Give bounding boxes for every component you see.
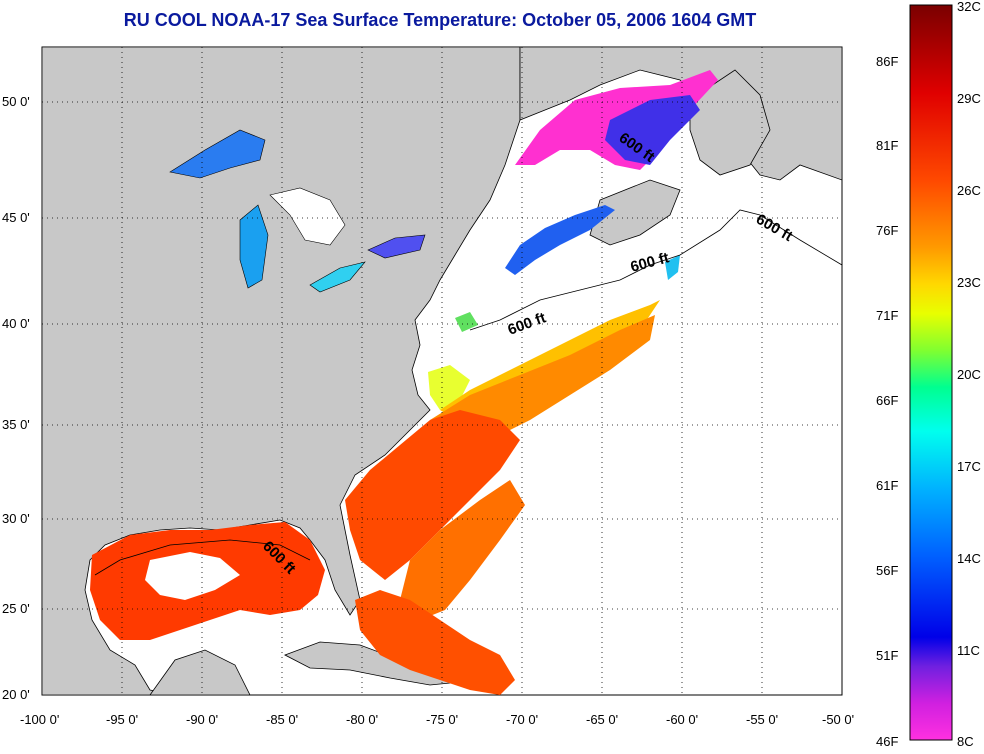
lon-tick-label: -50 0' <box>822 712 854 727</box>
lon-tick-label: -55 0' <box>746 712 778 727</box>
lake-michigan <box>239 204 269 289</box>
sst-gulf-st-lawrence-blue <box>605 95 700 165</box>
lat-tick-label: 40 0' <box>2 316 30 331</box>
land-newfoundland <box>689 69 771 176</box>
sst-gulf-stream-red <box>345 410 520 580</box>
map-title: RU COOL NOAA-17 Sea Surface Temperature:… <box>123 10 757 30</box>
land-yucatan <box>149 649 251 695</box>
colorbar-gradient <box>909 4 953 741</box>
fahrenheit-label: 76F <box>876 223 898 238</box>
celsius-label: 23C <box>957 275 981 290</box>
lat-tick-label: 25 0' <box>2 601 30 616</box>
celsius-label: 20C <box>957 367 981 382</box>
sst-sargasso-orange <box>400 480 525 620</box>
sst-gulf-cloud-gaps <box>145 552 240 600</box>
celsius-label: 32C <box>957 0 981 14</box>
sst-georges-bank <box>665 255 680 280</box>
lake-superior <box>169 129 266 179</box>
lat-tick-label: 45 0' <box>2 210 30 225</box>
lake-ontario <box>367 234 426 259</box>
fahrenheit-label: 66F <box>876 393 898 408</box>
lon-axis: -100 0' -95 0' -90 0' -85 0' -80 0' -75 … <box>20 712 854 727</box>
lat-tick-label: 30 0' <box>2 511 30 526</box>
lon-tick-label: -60 0' <box>666 712 698 727</box>
celsius-label: 14C <box>957 551 981 566</box>
lon-tick-label: -100 0' <box>20 712 59 727</box>
lake-erie <box>309 261 366 293</box>
lat-tick-label: 50 0' <box>2 94 30 109</box>
isobath-600ft-gulf <box>94 539 311 576</box>
land-nova-scotia <box>589 179 681 246</box>
lon-tick-label: -90 0' <box>186 712 218 727</box>
fahrenheit-label: 81F <box>876 138 898 153</box>
colorbar: 32C 29C 26C 23C 20C 17C 14C 11C 8C 86F 8… <box>876 0 981 749</box>
land-north-america <box>42 47 521 695</box>
sst-nj-shelf <box>455 312 478 332</box>
lat-tick-label: 20 0' <box>2 687 30 702</box>
lon-tick-label: -95 0' <box>106 712 138 727</box>
celsius-label: 8C <box>957 734 974 749</box>
sst-caribbean <box>355 590 515 695</box>
celsius-label: 11C <box>957 643 980 658</box>
lat-axis: 50 0' 45 0' 40 0' 35 0' 30 0' 25 0' 20 0… <box>2 94 30 702</box>
lon-tick-label: -65 0' <box>586 712 618 727</box>
isobath-600ft <box>469 209 843 331</box>
lon-tick-label: -80 0' <box>346 712 378 727</box>
lon-tick-label: -70 0' <box>506 712 538 727</box>
fahrenheit-label: 56F <box>876 563 898 578</box>
fahrenheit-label: 46F <box>876 734 898 749</box>
graticule <box>42 47 842 695</box>
celsius-label: 17C <box>957 459 981 474</box>
lat-tick-label: 35 0' <box>2 417 30 432</box>
lon-tick-label: -85 0' <box>266 712 298 727</box>
lake-huron <box>269 187 346 246</box>
sst-gulf-of-maine <box>505 205 615 275</box>
celsius-label: 29C <box>957 91 981 106</box>
fahrenheit-label: 71F <box>876 308 898 323</box>
fahrenheit-label: 86F <box>876 54 898 69</box>
celsius-label: 26C <box>957 183 981 198</box>
fahrenheit-label: 51F <box>876 648 898 663</box>
fahrenheit-label: 61F <box>876 478 898 493</box>
lon-tick-label: -75 0' <box>426 712 458 727</box>
